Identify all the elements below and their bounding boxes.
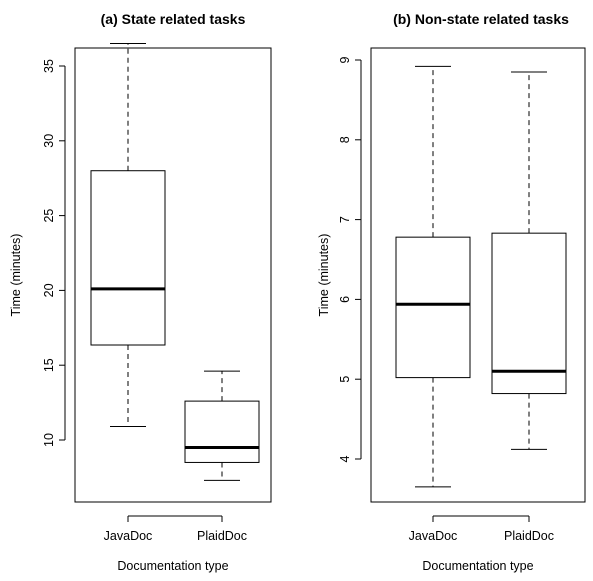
panel-a-javadoc-box (90, 170, 166, 346)
panel-a-y-tick-label: 30 (42, 134, 56, 148)
panel-b-title: (b) Non-state related tasks (393, 11, 569, 27)
panel-a-y-axis-label: Time (minutes) (9, 234, 23, 317)
panel-b-plaiddoc-box (491, 232, 567, 395)
panel-b-y-tick-label: 5 (338, 376, 352, 383)
panel-a-x-axis-label: Documentation type (117, 559, 228, 573)
panel-b-javadoc-x-tick-label: JavaDoc (409, 529, 458, 543)
panel-a-y-tick-label: 35 (42, 59, 56, 73)
panel-a-javadoc-x-tick-label: JavaDoc (104, 529, 153, 543)
panel-b-x-axis-label: Documentation type (422, 559, 533, 573)
panel-non-state-tasks: (b) Non-state related tasks 4 5 6 7 8 9 JavaDo… (317, 11, 586, 573)
panel-a-y-tick-label: 25 (42, 209, 56, 223)
panel-a-y-tick-label: 20 (42, 283, 56, 297)
panel-b-javadoc-box (395, 236, 471, 379)
panel-b-y-tick-label: 9 (338, 56, 352, 63)
panel-b-y-tick-label: 8 (338, 136, 352, 143)
panel-b-marks: 4 5 6 7 8 9 JavaDoc PlaidDoc (338, 56, 567, 543)
panel-a-plot-frame (74, 47, 272, 503)
panel-a-marks: 10 15 20 25 30 35 JavaDoc PlaidDoc (42, 43, 260, 543)
panel-state-tasks: (a) State related tasks 10 15 20 25 30 35 Java… (9, 11, 272, 573)
panel-b-y-tick-label: 7 (338, 216, 352, 223)
panel-a-y-tick-label: 10 (42, 433, 56, 447)
panel-b-plaiddoc-x-tick-label: PlaidDoc (504, 529, 554, 543)
panel-b-y-tick-label: 4 (338, 455, 352, 462)
panel-b-plot-frame (370, 47, 586, 503)
panel-b-y-tick-label: 6 (338, 296, 352, 303)
panel-a-plaiddoc-x-tick-label: PlaidDoc (197, 529, 247, 543)
panel-b-y-axis-label: Time (minutes) (317, 234, 331, 317)
panel-a-title: (a) State related tasks (101, 11, 246, 27)
panel-a-plaiddoc-box (184, 400, 260, 463)
panel-a-y-tick-label: 15 (42, 358, 56, 372)
